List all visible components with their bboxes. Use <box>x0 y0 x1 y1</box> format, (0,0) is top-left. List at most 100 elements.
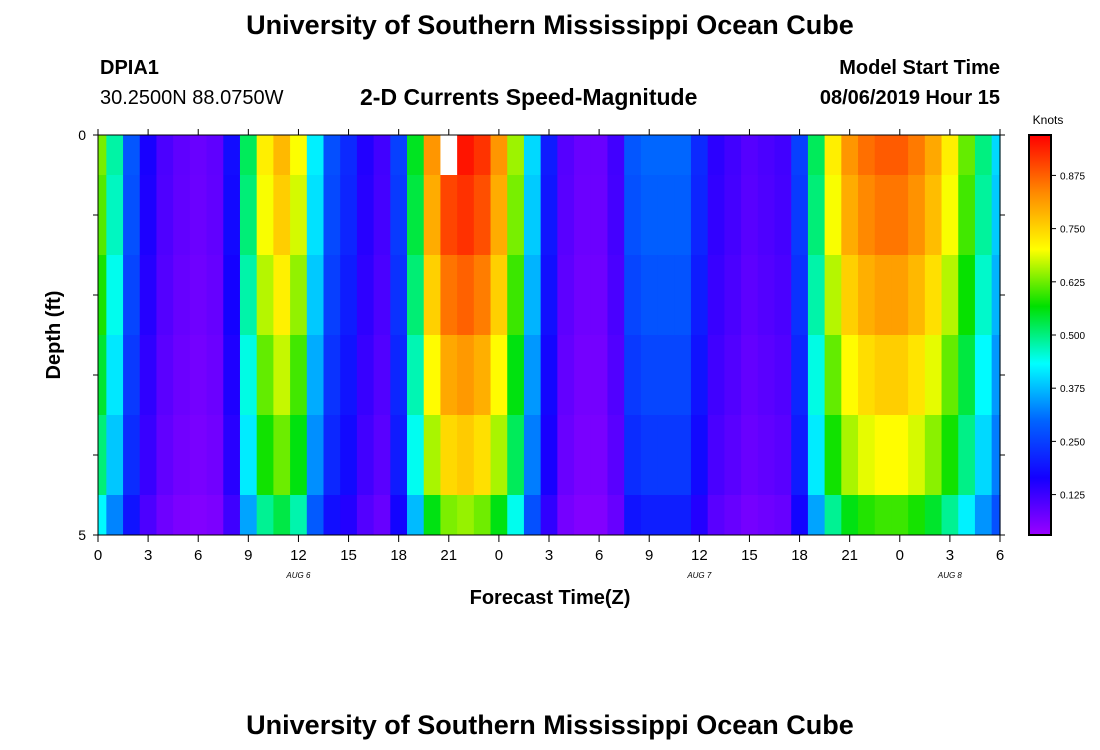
heatmap-cell <box>841 415 859 496</box>
footer-title: University of Southern Mississippi Ocean… <box>246 710 854 740</box>
heatmap-cell <box>908 175 926 256</box>
heatmap-cell <box>123 175 141 256</box>
heatmap-cell <box>440 335 458 416</box>
heatmap-cell <box>440 255 458 336</box>
heatmap-cell <box>924 135 943 176</box>
heatmap-cell <box>189 175 208 256</box>
heatmap-cell <box>908 495 926 536</box>
heatmap-cell <box>858 335 876 416</box>
heatmap-cell <box>139 255 158 336</box>
heatmap-cell <box>523 415 542 496</box>
heatmap-cell <box>423 495 442 536</box>
heatmap-cell <box>540 415 558 496</box>
heatmap-cell <box>574 495 592 536</box>
heatmap-cell <box>223 495 241 536</box>
station-coordinates: 30.2500N 88.0750W <box>100 87 284 109</box>
heatmap-cell <box>974 335 993 416</box>
x-tick-label: 3 <box>946 547 954 564</box>
heatmap-cell <box>223 255 241 336</box>
heatmap-cell <box>507 335 525 416</box>
heatmap-cell <box>690 335 709 416</box>
heatmap-cell <box>657 135 675 176</box>
y-axis-label: Depth (ft) <box>43 291 65 380</box>
heatmap-cell <box>457 175 475 256</box>
heatmap-cell <box>390 335 408 416</box>
heatmap-cell <box>858 495 876 536</box>
heatmap-cell <box>189 255 208 336</box>
heatmap-cell <box>306 335 325 416</box>
x-tick-label: 3 <box>144 547 152 564</box>
heatmap-cell <box>924 175 943 256</box>
heatmap-cell <box>958 495 976 536</box>
heatmap-cell <box>540 135 558 176</box>
heatmap-cell <box>457 495 475 536</box>
x-tick-label: 18 <box>390 547 407 564</box>
heatmap-cell <box>290 135 308 176</box>
heatmap-cell <box>874 255 893 336</box>
heatmap-cell <box>156 175 174 256</box>
heatmap-cell <box>173 255 191 336</box>
heatmap-cell <box>139 175 158 256</box>
heatmap-cell <box>774 175 792 256</box>
heatmap-cell <box>724 335 742 416</box>
heatmap-cell <box>273 415 291 496</box>
x-tick-label: 0 <box>94 547 102 564</box>
heatmap-cell <box>356 135 375 176</box>
x-tick-label: 15 <box>741 547 758 564</box>
heatmap-cell <box>290 175 308 256</box>
colorbar-tick-label: 0.125 <box>1060 491 1085 502</box>
heatmap-cell <box>290 495 308 536</box>
heatmap-cell <box>557 135 575 176</box>
heatmap-cell <box>490 175 508 256</box>
heatmap-cell <box>657 335 675 416</box>
heatmap-cell <box>707 495 725 536</box>
heatmap-cell <box>440 495 458 536</box>
heatmap-cell <box>123 415 141 496</box>
heatmap-cell <box>908 415 926 496</box>
colorbar-ticks: 0.875 0.750 0.625 0.500 0.375 0.250 0.125 <box>1051 171 1085 502</box>
heatmap-cell <box>640 335 659 416</box>
heatmap-cell <box>323 135 341 176</box>
heatmap-cell <box>824 255 842 336</box>
heatmap-cell <box>991 175 1001 256</box>
heatmap-cell <box>707 255 725 336</box>
heatmap-cell <box>290 415 308 496</box>
heatmap-cell <box>674 495 692 536</box>
heatmap-cell <box>791 335 809 416</box>
station-id: DPIA1 <box>100 57 159 79</box>
heatmap-cell <box>189 335 208 416</box>
heatmap-cell <box>156 415 174 496</box>
heatmap-cell <box>423 415 442 496</box>
heatmap-cell <box>356 495 375 536</box>
heatmap-cell <box>991 255 1001 336</box>
heatmap-cell <box>640 495 659 536</box>
heatmap-cell <box>340 335 358 416</box>
heatmap-cell <box>373 495 391 536</box>
heatmap-cell <box>690 415 709 496</box>
heatmap-cell <box>156 335 174 416</box>
heatmap-cell <box>891 135 909 176</box>
page-title: University of Southern Mississippi Ocean… <box>246 10 854 40</box>
heatmap-cell <box>239 135 258 176</box>
heatmap-cell <box>724 175 742 256</box>
heatmap-cell <box>590 255 609 336</box>
heatmap-cell <box>724 135 742 176</box>
heatmap-cell <box>908 255 926 336</box>
heatmap-cell <box>507 415 525 496</box>
heatmap-cell <box>239 255 258 336</box>
heatmap-cell <box>473 495 492 536</box>
heatmap-cell <box>407 255 425 336</box>
model-start-time: 08/06/2019 Hour 15 <box>819 87 1000 109</box>
heatmap-cell <box>607 495 625 536</box>
x-axis-label: Forecast Time(Z) <box>470 587 631 609</box>
heatmap-cell <box>457 135 475 176</box>
heatmap-cell <box>657 175 675 256</box>
heatmap-cell <box>891 175 909 256</box>
heatmap-cell <box>356 415 375 496</box>
heatmap-cell <box>507 495 525 536</box>
heatmap-cell <box>373 175 391 256</box>
heatmap-cell <box>874 335 893 416</box>
heatmap-cell <box>523 335 542 416</box>
heatmap-cell <box>858 175 876 256</box>
